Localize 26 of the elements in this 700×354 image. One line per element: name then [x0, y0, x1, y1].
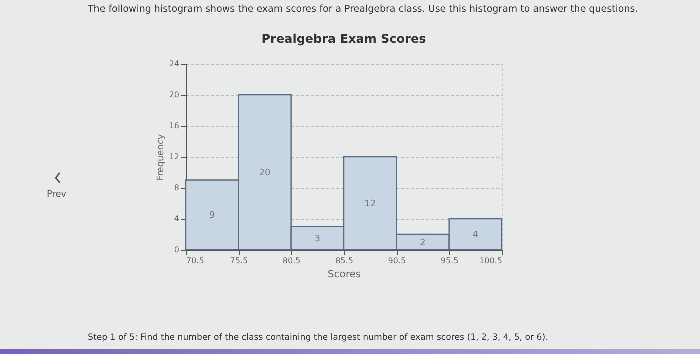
x-tick-label: 85.5	[336, 256, 354, 266]
data-label: 3	[314, 234, 321, 244]
y-tick-label: 20	[169, 90, 180, 100]
y-tick-label: 8	[174, 184, 180, 192]
x-axis-title: Scores	[328, 270, 362, 280]
text: Step 1 of 5: Find the number of the class containing the largest number of exam scores (1, 2, 3, 4, 5, or 6).	[88, 333, 548, 343]
data-label: 4	[472, 230, 479, 240]
x-tick-label: 90.5	[388, 256, 406, 266]
data-label: 9	[209, 211, 216, 222]
data-label: 2	[420, 238, 426, 248]
data-label: 12	[364, 200, 376, 210]
x-tick-label: 100.5	[480, 256, 502, 266]
chart-title: Prealgebra Exam Scores	[262, 32, 426, 46]
y-axis-title: Frequency	[156, 134, 166, 181]
text: The following histogram shows the exam scores for a Prealgebra class. Use this histogram to answer the questions.	[88, 4, 638, 15]
data-label: 20	[259, 168, 271, 178]
x-tick-label: 80.5	[282, 256, 301, 266]
y-tick-label: 4	[174, 214, 180, 224]
x-tick-label: 95.5	[440, 256, 459, 266]
y-tick-label: 12	[169, 152, 180, 162]
y-tick-label: 0	[174, 246, 180, 254]
x-tick-label: 70.5	[186, 256, 204, 266]
text: Prev	[47, 190, 67, 200]
y-tick-label: 24	[169, 60, 180, 68]
x-tick-label: 75.5	[230, 256, 248, 266]
y-tick-label: 16	[169, 122, 180, 130]
